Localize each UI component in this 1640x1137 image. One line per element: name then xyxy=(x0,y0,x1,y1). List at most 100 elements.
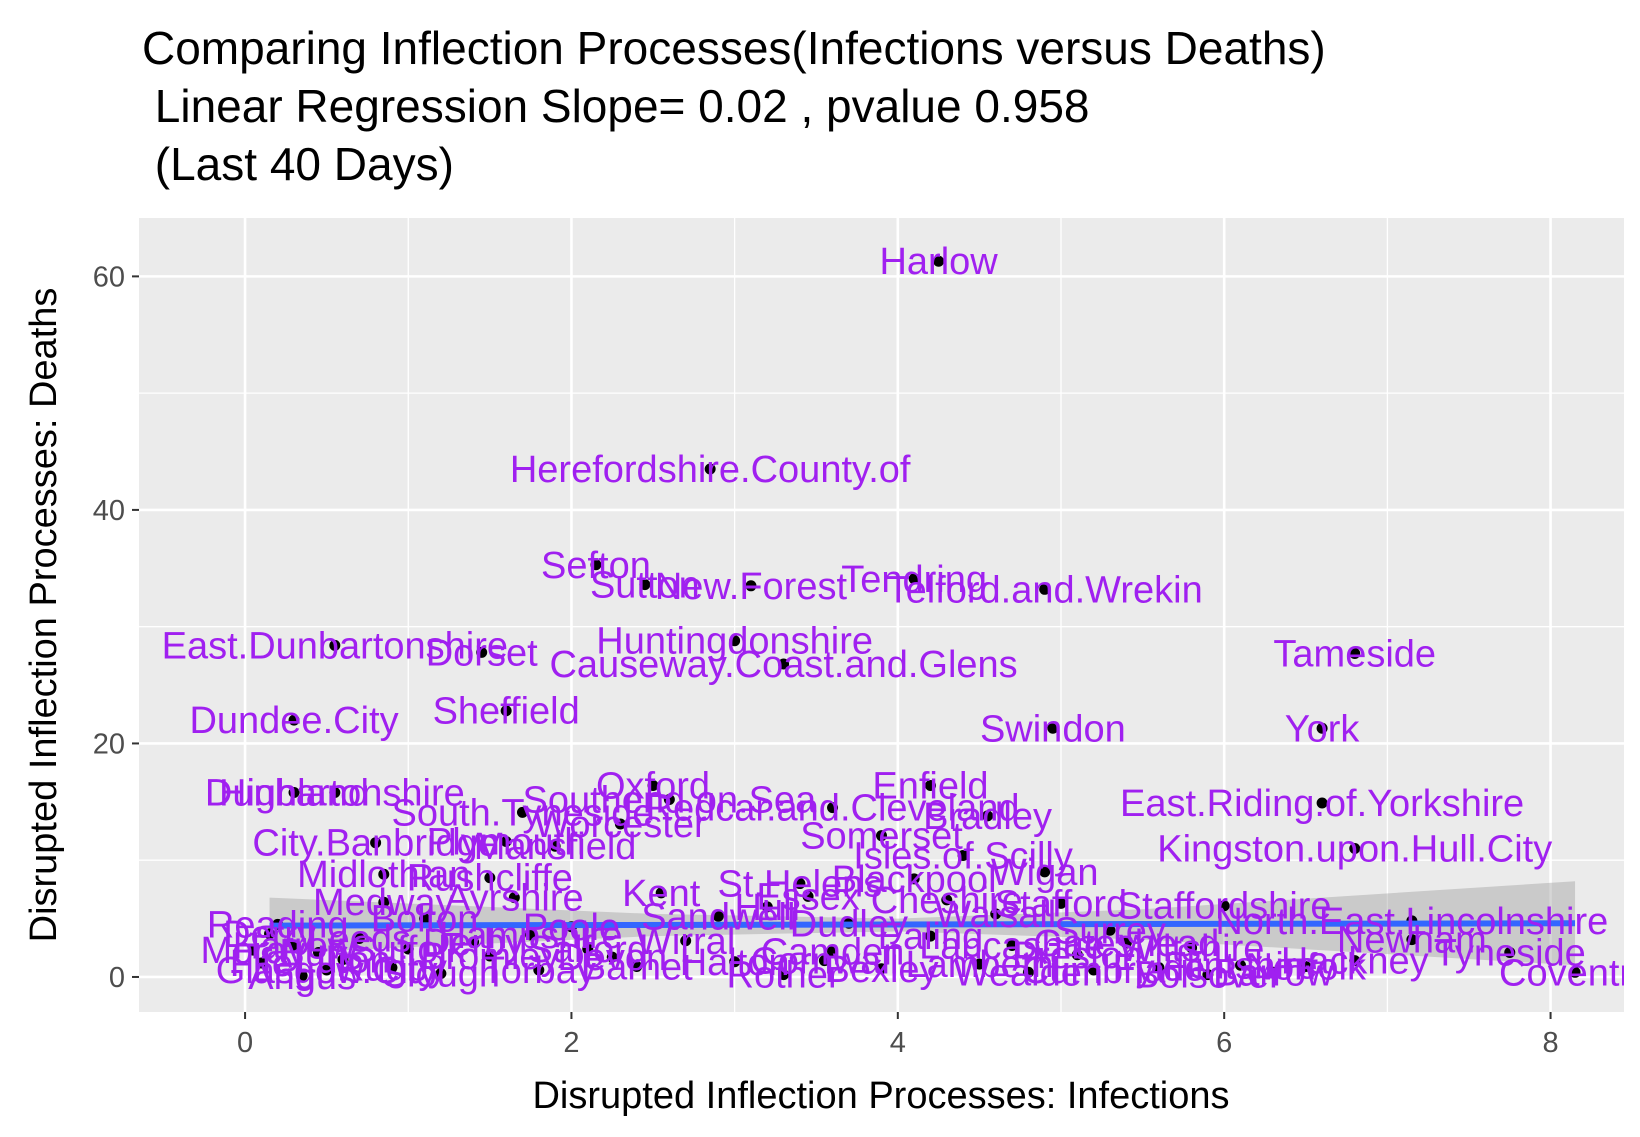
data-points xyxy=(247,255,1581,982)
point-label: Enfield xyxy=(872,765,988,807)
data-point xyxy=(973,958,985,970)
point-label: City.Banbridge xyxy=(252,823,498,865)
data-point xyxy=(924,930,936,942)
data-point xyxy=(1349,843,1361,855)
data-point xyxy=(990,908,1002,920)
point-label: Angus xyxy=(248,956,356,998)
point-label: Rushcliffe xyxy=(407,858,573,900)
point-label: Derry xyxy=(223,914,316,956)
data-point xyxy=(655,887,667,899)
point-label: Wealden xyxy=(954,952,1103,994)
data-point xyxy=(516,806,528,818)
data-point xyxy=(908,573,920,585)
data-point xyxy=(533,964,545,976)
data-point xyxy=(288,939,300,951)
data-point xyxy=(247,944,259,956)
data-point xyxy=(761,901,773,913)
y-tick-label: 20 xyxy=(93,728,125,760)
point-label: Suffolk xyxy=(351,929,467,971)
point-label: Wirral xyxy=(636,921,735,963)
point-label: Isles.of.Scilly xyxy=(853,836,1073,878)
data-point xyxy=(631,960,643,972)
data-point xyxy=(329,639,341,651)
point-label: Medway xyxy=(313,882,455,924)
data-point xyxy=(802,890,814,902)
data-point xyxy=(957,850,969,862)
point-label: Ayrshire xyxy=(445,878,584,920)
data-point xyxy=(500,836,512,848)
point-label: Barrow xyxy=(1213,952,1334,994)
point-label: Slough xyxy=(382,953,500,995)
point-label: Glasgow.City xyxy=(216,950,438,992)
point-label: Worcester xyxy=(534,804,707,846)
point-label: Rother xyxy=(727,955,841,997)
data-point xyxy=(1218,900,1230,912)
chart-title-line-1: Comparing Inflection Processes(Infection… xyxy=(142,22,1326,74)
data-point xyxy=(1186,942,1198,954)
data-point xyxy=(1202,969,1214,981)
point-label: Norfolk xyxy=(1246,946,1367,988)
data-point xyxy=(500,705,512,717)
data-point xyxy=(1120,937,1132,949)
data-point xyxy=(255,957,267,969)
data-point xyxy=(908,873,920,885)
point-label: East.Dunbartonshire xyxy=(162,625,508,667)
point-label: Luton xyxy=(295,939,390,981)
point-label: Torbay xyxy=(482,950,596,992)
point-label: Rugby xyxy=(337,948,447,990)
x-axis-ticks: 0 2 4 6 8 xyxy=(237,1012,1559,1059)
point-label: Harrow xyxy=(233,925,356,967)
data-point xyxy=(1569,966,1581,978)
point-label: Coventry xyxy=(1499,952,1640,994)
point-label: Fylde xyxy=(1112,948,1205,990)
data-point xyxy=(296,970,308,982)
y-axis-ticks: 0 20 40 60 xyxy=(93,261,139,994)
data-point xyxy=(313,946,325,958)
point-label: Preston xyxy=(1012,935,1143,977)
point-label: Newham xyxy=(1337,920,1487,962)
point-label: Salford xyxy=(528,929,648,971)
point-label: Bolton xyxy=(371,899,479,941)
chart-title-line-2: Linear Regression Slope= 0.02 , pvalue 0… xyxy=(142,80,1090,132)
data-point xyxy=(402,943,414,955)
data-point xyxy=(1235,959,1247,971)
point-label: Walsall xyxy=(935,894,1056,936)
plot-panel xyxy=(139,218,1624,1012)
x-tick-label: 4 xyxy=(890,1027,906,1059)
point-label: Sutton xyxy=(590,565,700,607)
chart-title-line-3: (Last 40 Days) xyxy=(142,138,454,190)
data-point xyxy=(712,910,724,922)
point-label: Moray xyxy=(200,930,306,972)
grid-major xyxy=(139,218,1624,1012)
point-label: Reading xyxy=(207,904,349,946)
point-label: Midlothian xyxy=(297,854,470,896)
point-label: North.East.Lincolnshire xyxy=(1215,901,1608,943)
data-point xyxy=(329,786,341,798)
y-tick-label: 0 xyxy=(109,962,125,994)
data-point xyxy=(729,635,741,647)
point-label: Tyneside xyxy=(1434,932,1586,974)
data-point xyxy=(337,953,349,965)
data-point xyxy=(680,935,692,947)
point-label: Oxford xyxy=(596,765,710,807)
point-label: Bromley xyxy=(420,936,559,978)
data-point xyxy=(1349,955,1361,967)
data-point xyxy=(704,463,716,475)
regression-line xyxy=(269,920,1576,929)
point-label: Hackney xyxy=(1281,941,1429,983)
point-label: Harlow xyxy=(879,241,998,283)
data-point xyxy=(1006,939,1018,951)
point-label: Somerset xyxy=(800,816,963,858)
data-point xyxy=(525,929,537,941)
data-point xyxy=(321,964,333,976)
point-label: Wigan xyxy=(991,852,1099,894)
data-point xyxy=(288,786,300,798)
point-label: Sefton xyxy=(541,545,651,587)
data-point xyxy=(1316,722,1328,734)
point-label: Lambeth xyxy=(905,944,1053,986)
point-label: Dudley xyxy=(790,903,908,945)
data-point xyxy=(982,810,994,822)
data-point xyxy=(468,936,480,948)
data-point xyxy=(1039,866,1051,878)
point-label: East.Riding.of.Yorkshire xyxy=(1120,783,1524,825)
